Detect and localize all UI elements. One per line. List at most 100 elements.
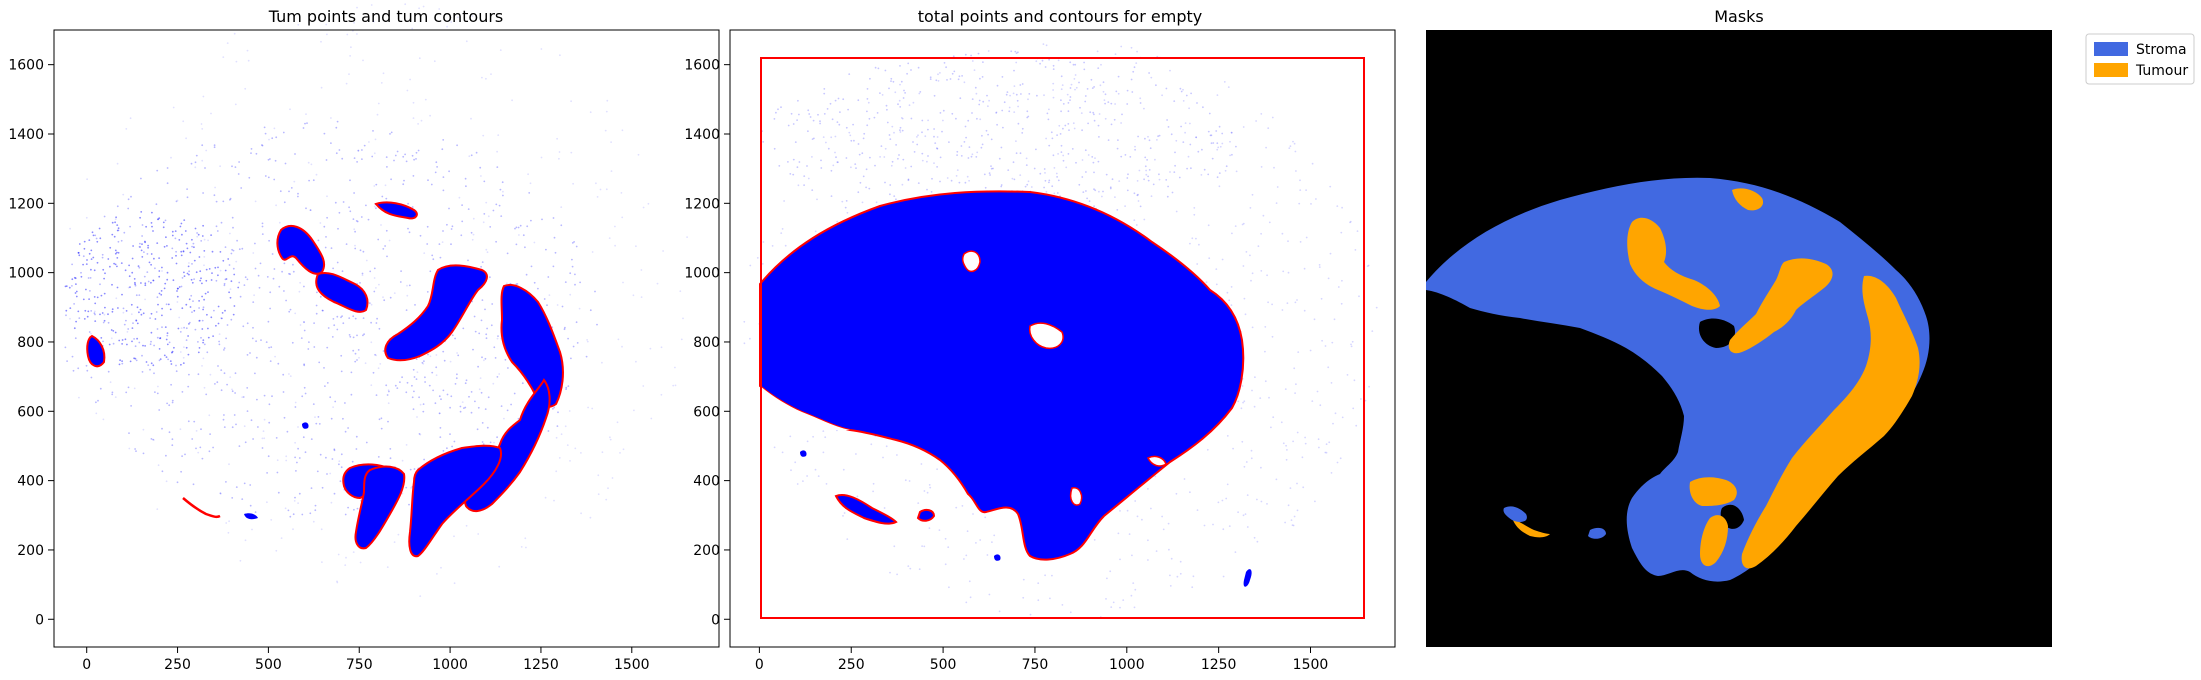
scatter-point: [172, 106, 175, 109]
scatter-point: [202, 224, 205, 227]
scatter-point: [976, 151, 979, 154]
scatter-point: [880, 145, 883, 148]
scatter-point: [91, 231, 94, 234]
scatter-point: [1008, 110, 1011, 113]
scatter-point: [450, 243, 452, 246]
scatter-point: [876, 112, 879, 114]
scatter-point: [662, 250, 664, 252]
scatter-point: [485, 201, 488, 204]
scatter-point: [895, 198, 897, 201]
scatter-point: [422, 410, 425, 413]
scatter-point: [917, 134, 919, 137]
scatter-point: [438, 412, 441, 415]
scatter-point: [342, 201, 345, 203]
scatter-point: [1311, 400, 1314, 402]
scatter-point: [90, 258, 93, 260]
scatter-point: [1147, 488, 1149, 490]
scatter-point: [927, 128, 929, 131]
scatter-point: [1102, 90, 1105, 93]
scatter-point: [1207, 173, 1210, 176]
scatter-point: [841, 200, 844, 203]
scatter-point: [980, 146, 983, 149]
scatter-point: [314, 509, 317, 512]
scatter-point: [933, 135, 935, 138]
scatter-point: [1210, 134, 1213, 137]
scatter-point: [1216, 94, 1219, 96]
scatter-point: [227, 258, 230, 260]
scatter-point: [686, 236, 688, 239]
scatter-point: [87, 310, 90, 313]
scatter-point: [168, 431, 171, 434]
scatter-point: [1061, 84, 1064, 86]
scatter-point: [69, 307, 72, 309]
scatter-point: [1320, 297, 1323, 300]
scatter-point: [422, 403, 425, 405]
scatter-point: [614, 244, 616, 247]
scatter-point: [220, 317, 222, 319]
scatter-point: [835, 156, 837, 159]
scatter-point: [88, 331, 91, 333]
scatter-point: [342, 417, 344, 420]
scatter-point: [515, 283, 518, 286]
scatter-point: [183, 219, 186, 222]
scatter-point: [427, 179, 429, 182]
scatter-point: [329, 472, 332, 475]
scatter-point: [153, 344, 156, 347]
scatter-point: [1327, 277, 1330, 280]
scatter-point: [422, 5, 425, 8]
scatter-point: [319, 453, 322, 456]
scatter-point: [231, 216, 234, 219]
scatter-point: [423, 252, 426, 255]
scatter-point: [116, 257, 119, 259]
scatter-point: [72, 369, 75, 372]
scatter-point: [1321, 339, 1323, 342]
y-tick-label: 600: [17, 404, 44, 420]
scatter-point: [479, 166, 482, 169]
scatter-point: [297, 23, 300, 26]
scatter-point: [378, 418, 381, 421]
scatter-point: [874, 66, 877, 69]
scatter-point: [976, 117, 978, 120]
scatter-point: [327, 327, 330, 329]
scatter-point: [528, 192, 531, 194]
scatter-point: [1014, 50, 1017, 53]
scatter-point: [323, 132, 326, 135]
panel-2-title: total points and contours for empty: [918, 7, 1202, 26]
tumour-region: [1741, 275, 1920, 569]
scatter-point: [1045, 44, 1048, 47]
scatter-point: [441, 148, 444, 151]
scatter-point: [552, 407, 554, 410]
scatter-point: [418, 57, 421, 60]
scatter-point: [939, 156, 942, 159]
scatter-point: [187, 335, 190, 337]
scatter-point: [207, 239, 210, 242]
scatter-point: [743, 320, 746, 323]
scatter-point: [620, 192, 623, 194]
scatter-point: [984, 186, 987, 189]
scatter-point: [200, 277, 202, 280]
scatter-point: [640, 269, 643, 271]
scatter-point: [411, 27, 414, 30]
scatter-point: [1000, 184, 1003, 186]
scatter-point: [1147, 559, 1149, 561]
scatter-point: [1212, 523, 1214, 526]
scatter-point: [1083, 68, 1086, 71]
scatter-point: [1155, 84, 1157, 87]
scatter-point: [373, 152, 376, 155]
scatter-point: [848, 131, 851, 134]
scatter-point: [1292, 140, 1294, 143]
scatter-point: [417, 149, 420, 152]
scatter-point: [913, 151, 916, 153]
scatter-point: [798, 161, 801, 163]
scatter-point: [220, 389, 223, 392]
scatter-point: [318, 423, 321, 425]
scatter-point: [436, 573, 438, 575]
scatter-point: [1206, 448, 1209, 451]
scatter-point: [217, 305, 220, 308]
scatter-point: [1287, 271, 1290, 274]
scatter-point: [180, 222, 183, 225]
scatter-point: [965, 136, 967, 139]
scatter-point: [235, 260, 238, 263]
scatter-point: [978, 103, 981, 106]
scatter-point: [496, 436, 498, 439]
